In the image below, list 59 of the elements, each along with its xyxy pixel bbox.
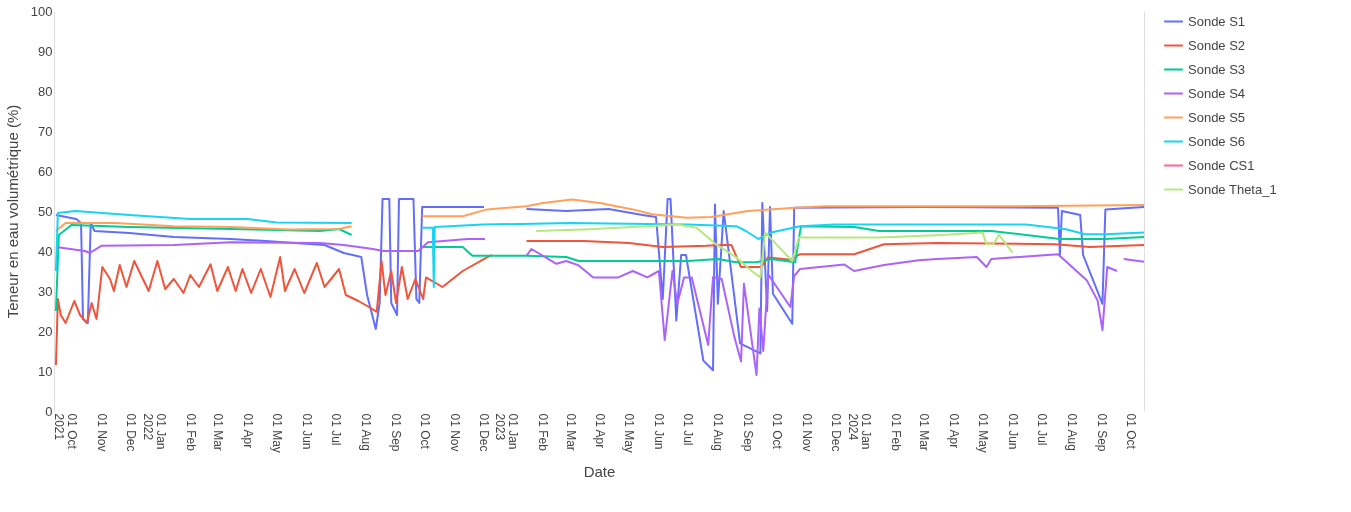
legend-label: Sonde S3 (1188, 61, 1246, 77)
legend-label: Sonde S1 (1188, 13, 1246, 29)
x-tick-label: 01 May (976, 413, 991, 453)
x-tick-label: 01 Oct (1123, 413, 1138, 450)
y-tick-label: 70 (38, 123, 53, 139)
x-tick-label: 01 Sep (741, 413, 756, 452)
legend-label: Sonde S5 (1188, 109, 1246, 125)
x-tick-label: 01 Oct (770, 413, 785, 450)
legend-label: Sonde S4 (1188, 85, 1246, 101)
x-tick-label: 01 Jun (1006, 413, 1021, 450)
x-tick-label: 01 Apr (240, 413, 255, 449)
x-tick-label: 01 Feb (889, 413, 904, 452)
x-axis-title: Date (583, 462, 616, 480)
x-tick-label: 01 Jan 2022 (140, 413, 168, 450)
x-tick-label: 01 Apr (593, 413, 608, 449)
x-tick-label: 01 Dec (123, 413, 138, 452)
y-tick-label: 50 (38, 203, 53, 219)
y-tick-label: 60 (38, 163, 53, 179)
x-tick-label: 01 Aug (711, 413, 726, 451)
x-tick-label: 01 Jun (652, 413, 667, 450)
x-tick-label: 01 Nov (800, 413, 815, 452)
x-tick-label: 01 Dec (829, 413, 844, 452)
x-tick-label: 01 Jul (328, 413, 343, 446)
legend-label: Sonde S6 (1188, 133, 1246, 149)
x-tick-label: 01 Feb (536, 413, 551, 452)
x-tick-label: 01 Oct 2021 (51, 413, 79, 450)
x-tick-label: 01 Feb (183, 413, 198, 452)
x-tick-label: 01 Jan 2024 (846, 413, 874, 450)
x-tick-label: 01 Apr (947, 413, 962, 449)
y-tick-label: 10 (38, 363, 53, 379)
y-tick-label: 80 (38, 83, 53, 99)
y-tick-label: 40 (38, 243, 53, 259)
x-tick-label: 01 Jun (299, 413, 314, 450)
x-tick-label: 01 May (269, 413, 284, 453)
x-tick-label: 01 Mar (917, 413, 932, 451)
legend-label: Sonde S2 (1188, 37, 1246, 53)
x-tick-label: 01 Oct (417, 413, 432, 450)
legend-label: Sonde Theta_1 (1188, 181, 1277, 197)
x-tick-label: 01 Mar (210, 413, 225, 451)
x-tick-label: 01 Jan 2023 (493, 413, 521, 450)
x-tick-label: 01 May (622, 413, 637, 453)
x-tick-label: 01 Mar (563, 413, 578, 451)
y-tick-label: 100 (30, 3, 53, 19)
y-tick-label: 0 (45, 403, 53, 419)
x-tick-label: 01 Nov (94, 413, 109, 452)
y-axis-title: Teneur en eau volumétrique (%) (3, 104, 21, 319)
y-tick-label: 20 (38, 323, 53, 339)
y-tick-label: 90 (38, 43, 53, 59)
x-tick-label: 01 Sep (1094, 413, 1109, 452)
x-tick-label: 01 Aug (1065, 413, 1080, 451)
line-series (535, 223, 1014, 279)
y-tick-label: 30 (38, 283, 53, 299)
x-tick-label: 01 Aug (358, 413, 373, 451)
x-tick-label: 01 Sep (388, 413, 403, 452)
x-tick-label: 01 Jul (681, 413, 696, 446)
x-tick-label: 01 Nov (447, 413, 462, 452)
x-tick-label: 01 Jul (1035, 413, 1050, 446)
x-tick-label: 01 Dec (476, 413, 491, 452)
legend-label: Sonde CS1 (1188, 157, 1255, 173)
